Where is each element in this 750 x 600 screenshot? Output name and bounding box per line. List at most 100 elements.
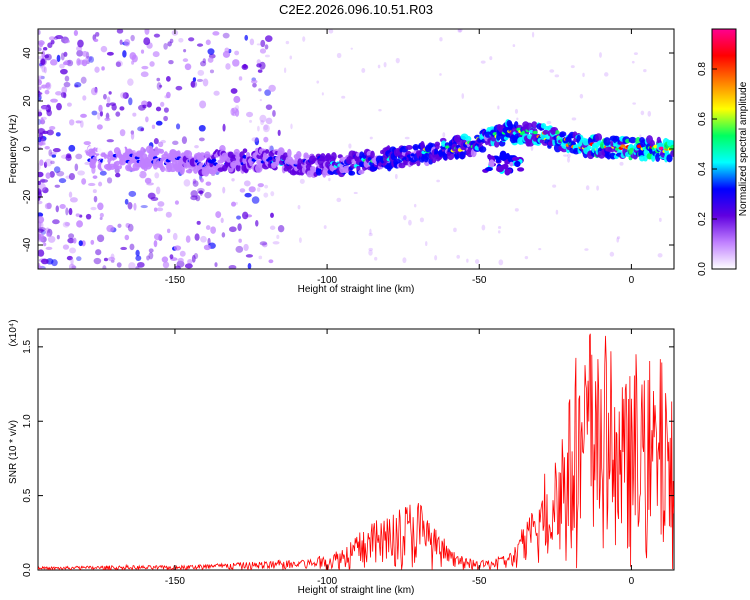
heatmap-noise <box>119 129 126 137</box>
heatmap-noise <box>83 141 91 146</box>
heatmap-ridge <box>582 138 590 146</box>
heatmap-noise <box>124 234 130 241</box>
heatmap-noise <box>113 204 119 213</box>
heatmap-ridge <box>655 153 661 162</box>
heatmap-noise <box>43 161 48 168</box>
heatmap-noise <box>567 157 570 163</box>
heatmap-noise <box>38 183 46 191</box>
heatmap-noise <box>140 71 149 78</box>
heatmap-noise <box>128 190 137 197</box>
heatmap-noise <box>75 153 83 160</box>
heatmap-noise <box>368 249 373 256</box>
heatmap-ridge <box>666 154 673 163</box>
heatmap-noise <box>552 184 557 188</box>
heatmap-noise <box>196 43 204 47</box>
heatmap-noise <box>125 222 131 228</box>
heatmap-noise <box>616 237 620 243</box>
heatmap-ridge <box>154 146 159 156</box>
heatmap-ridge-core <box>211 158 217 163</box>
heatmap-noise <box>229 226 237 233</box>
heatmap-noise <box>49 59 58 66</box>
heatmap-noise <box>196 78 204 82</box>
heatmap-noise <box>236 215 242 220</box>
heatmap-ridge <box>179 165 185 175</box>
heatmap-noise <box>155 106 162 112</box>
heatmap-noise <box>268 84 276 92</box>
heatmap-noise <box>156 82 162 90</box>
heatmap-noise <box>214 262 218 268</box>
heatmap-noise <box>582 72 585 78</box>
snr-y-axis-label: SNR (10 * v/v) <box>8 420 19 484</box>
heatmap-noise <box>328 29 334 34</box>
heatmap-noise <box>207 48 215 55</box>
heatmap-noise <box>348 143 352 149</box>
heatmap-ridge <box>420 140 425 150</box>
heatmap-noise <box>179 250 186 257</box>
heatmap-noise <box>54 184 61 188</box>
heatmap-noise <box>197 187 205 194</box>
heatmap-noise <box>262 124 270 133</box>
heatmap-noise <box>167 41 172 47</box>
heatmap-noise <box>72 237 77 244</box>
heatmap-noise <box>109 102 117 106</box>
heatmap-noise <box>244 192 252 198</box>
heatmap-noise <box>169 38 174 44</box>
heatmap-noise <box>96 124 103 130</box>
heatmap-side-blob <box>485 167 493 172</box>
heatmap-noise <box>55 35 63 40</box>
heatmap-noise <box>457 29 462 33</box>
heatmap-noise <box>276 234 280 239</box>
heatmap-noise <box>116 262 122 268</box>
heatmap-noise <box>93 38 99 43</box>
heatmap-noise <box>58 178 67 184</box>
heatmap-noise <box>369 228 372 235</box>
heatmap-noise <box>49 126 56 130</box>
heatmap-ridge <box>235 164 241 172</box>
heatmap-noise <box>231 107 239 114</box>
heatmap-noise <box>200 60 207 67</box>
heatmap-noise <box>95 31 100 37</box>
heatmap-ridge <box>670 149 674 158</box>
heatmap-noise <box>257 69 263 73</box>
heatmap-noise <box>222 123 226 132</box>
heatmap-noise <box>120 92 127 99</box>
heatmap-noise <box>66 255 73 261</box>
heatmap-noise <box>38 54 42 62</box>
heatmap-noise <box>232 59 240 67</box>
heatmap-noise <box>238 238 242 243</box>
heatmap-noise <box>316 80 320 84</box>
heatmap-noise <box>264 89 271 96</box>
heatmap-noise <box>185 235 191 243</box>
heatmap-noise <box>516 117 519 121</box>
heatmap-noise <box>63 51 68 57</box>
heatmap-ridge-core <box>532 130 538 135</box>
heatmap-noise <box>77 170 85 176</box>
heatmap-noise <box>165 91 171 99</box>
heatmap-noise <box>110 253 115 260</box>
heatmap-noise <box>79 102 86 108</box>
heatmap-ridge <box>315 168 323 176</box>
heatmap-noise <box>647 110 652 117</box>
heatmap-noise <box>222 50 231 58</box>
heatmap-noise <box>461 93 465 99</box>
heatmap-noise <box>96 234 105 243</box>
heatmap-noise <box>115 61 122 68</box>
heatmap-noise <box>108 91 112 95</box>
heatmap-noise <box>204 191 212 199</box>
heatmap-noise <box>45 82 51 88</box>
heatmap-noise <box>153 233 162 241</box>
heatmap-noise <box>616 236 621 240</box>
heatmap-ridge <box>531 121 538 129</box>
heatmap-noise <box>272 241 280 245</box>
heatmap-noise <box>46 129 54 136</box>
heatmap-noise <box>153 240 158 248</box>
heatmap-noise <box>439 73 442 76</box>
heatmap-noise <box>514 208 519 212</box>
heatmap-noise <box>128 262 136 269</box>
heatmap-noise <box>230 88 238 94</box>
heatmap-noise <box>259 114 267 123</box>
heatmap-noise <box>65 207 69 216</box>
heatmap-noise <box>538 248 542 251</box>
heatmap-noise <box>136 98 142 104</box>
heatmap-noise <box>497 226 502 229</box>
